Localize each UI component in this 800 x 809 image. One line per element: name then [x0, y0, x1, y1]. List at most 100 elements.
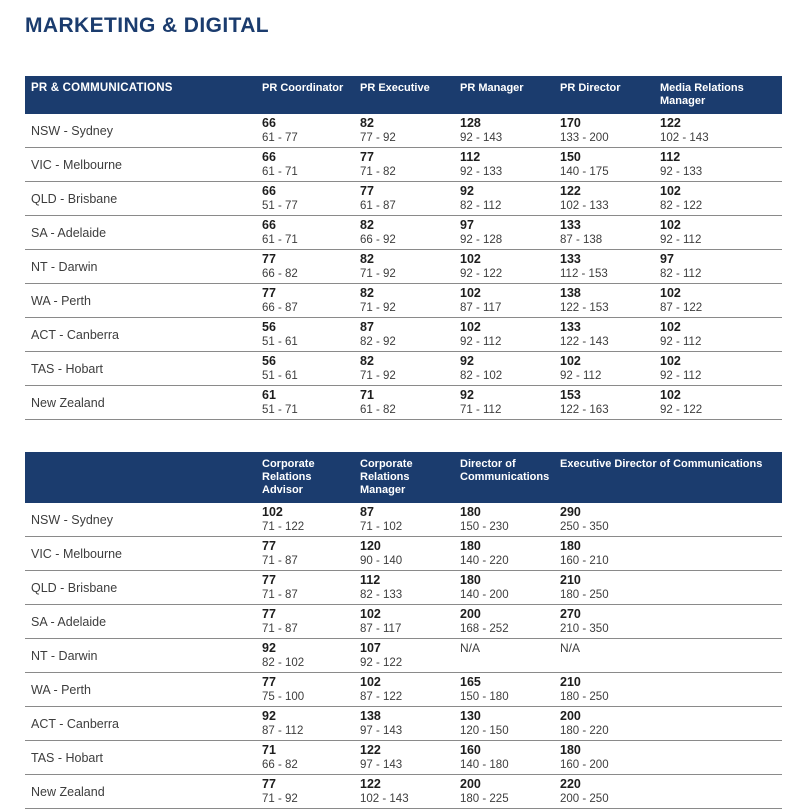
- median-salary-value: 133: [560, 320, 581, 334]
- not-available-value: N/A: [460, 641, 481, 655]
- median-salary-value: 165: [460, 675, 481, 689]
- salary-cell: 102 92 - 112: [460, 317, 560, 352]
- salary-range: 92 - 133: [660, 166, 703, 178]
- corporate-communications-table: Corporate Relations Advisor Corporate Rel…: [25, 452, 782, 809]
- salary-range: 66 - 87: [262, 302, 298, 314]
- salary-cell: 82 71 - 92: [360, 351, 460, 386]
- salary-cell: 160 140 - 180: [460, 740, 560, 775]
- median-salary-value: 150: [560, 150, 581, 164]
- median-salary-value: 71: [360, 388, 374, 402]
- salary-range: 210 - 350: [560, 623, 609, 635]
- salary-range: 71 - 87: [262, 589, 298, 601]
- table-row: SA - Adelaide 66 61 - 71 82 66 - 92 97 92 - 12…: [25, 215, 782, 250]
- salary-cell: 102 92 - 112: [660, 351, 782, 386]
- salary-range: 71 - 82: [360, 166, 396, 178]
- median-salary-value: 102: [660, 286, 681, 300]
- salary-range: 51 - 61: [262, 370, 298, 382]
- table-row: SA - Adelaide 77 71 - 87 102 87 - 117 200 168 …: [25, 604, 782, 639]
- salary-cell: 112 82 - 133: [360, 570, 460, 605]
- salary-cell: 180 140 - 200: [460, 570, 560, 605]
- region-label: NSW - Sydney: [25, 114, 262, 148]
- column-header: Executive Director of Communications: [560, 452, 782, 503]
- table-row: VIC - Melbourne 77 71 - 87 120 90 - 140 180 14…: [25, 536, 782, 571]
- median-salary-value: 102: [360, 607, 381, 621]
- salary-range: 97 - 143: [360, 759, 403, 771]
- median-salary-value: 56: [262, 354, 276, 368]
- median-salary-value: 133: [560, 252, 581, 266]
- table-label: PR & COMMUNICATIONS: [25, 76, 262, 114]
- salary-range: 82 - 102: [460, 370, 503, 382]
- salary-range: 122 - 163: [560, 404, 609, 416]
- salary-cell: 122 102 - 133: [560, 181, 660, 216]
- salary-range: 180 - 250: [560, 589, 609, 601]
- median-salary-value: 210: [560, 573, 581, 587]
- salary-range: 200 - 250: [560, 793, 609, 805]
- table-row: ACT - Canberra 92 87 - 112 138 97 - 143 130 12…: [25, 706, 782, 741]
- header-row: PR & COMMUNICATIONS PR Coordinator PR Exec…: [25, 76, 782, 114]
- median-salary-value: 122: [360, 743, 381, 757]
- salary-cell: 112 92 - 133: [460, 147, 560, 182]
- salary-range: 140 - 180: [460, 759, 509, 771]
- salary-range: 150 - 230: [460, 521, 509, 533]
- region-label: QLD - Brisbane: [25, 181, 262, 216]
- salary-tables-container: PR & COMMUNICATIONS PR Coordinator PR Exec…: [25, 76, 782, 809]
- salary-cell: 56 51 - 61: [262, 351, 360, 386]
- median-salary-value: 102: [660, 218, 681, 232]
- salary-cell: 82 77 - 92: [360, 114, 460, 148]
- median-salary-value: 102: [360, 675, 381, 689]
- column-header: Media Relations Manager: [660, 76, 782, 114]
- salary-range: 87 - 138: [560, 234, 603, 246]
- table-row: NSW - Sydney 66 61 - 77 82 77 - 92 128 92 - 14…: [25, 114, 782, 148]
- median-salary-value: 102: [660, 354, 681, 368]
- salary-range: 87 - 117: [460, 302, 502, 314]
- median-salary-value: 87: [360, 320, 374, 334]
- table-row: WA - Perth 77 75 - 100 102 87 - 122 165 150 - …: [25, 672, 782, 707]
- median-salary-value: 77: [262, 675, 276, 689]
- salary-range: 168 - 252: [460, 623, 509, 635]
- column-header: Corporate Relations Advisor: [262, 452, 360, 503]
- column-header: PR Manager: [460, 76, 560, 114]
- median-salary-value: 102: [262, 505, 283, 519]
- median-salary-value: 102: [460, 320, 481, 334]
- salary-cell: 290 250 - 350: [560, 503, 782, 537]
- table-row: VIC - Melbourne 66 61 - 71 77 71 - 82 112 92 -…: [25, 147, 782, 182]
- salary-cell: 77 66 - 87: [262, 283, 360, 318]
- median-salary-value: 77: [262, 286, 276, 300]
- region-label: NT - Darwin: [25, 638, 262, 673]
- not-available-value: N/A: [560, 641, 581, 655]
- page-title: MARKETING & DIGITAL: [25, 14, 270, 37]
- region-label: WA - Perth: [25, 283, 262, 318]
- median-salary-value: 66: [262, 184, 276, 198]
- salary-cell: 77 71 - 87: [262, 570, 360, 605]
- salary-range: 51 - 77: [262, 200, 298, 212]
- salary-range: 122 - 153: [560, 302, 609, 314]
- salary-range: 122 - 143: [560, 336, 609, 348]
- salary-range: 250 - 350: [560, 521, 609, 533]
- salary-cell: 92 71 - 112: [460, 385, 560, 420]
- salary-cell: 128 92 - 143: [460, 114, 560, 148]
- median-salary-value: 180: [560, 743, 581, 757]
- salary-cell: 122 102 - 143: [360, 774, 460, 809]
- median-salary-value: 77: [262, 573, 276, 587]
- salary-range: 133 - 200: [560, 132, 609, 144]
- salary-range: 82 - 122: [660, 200, 703, 212]
- median-salary-value: 82: [360, 218, 374, 232]
- median-salary-value: 200: [560, 709, 581, 723]
- salary-cell: 133 87 - 138: [560, 215, 660, 250]
- median-salary-value: 138: [360, 709, 381, 723]
- median-salary-value: 107: [360, 641, 381, 655]
- salary-cell: 82 71 - 92: [360, 283, 460, 318]
- median-salary-value: 66: [262, 150, 276, 164]
- salary-cell: 102 71 - 122: [262, 503, 360, 537]
- salary-cell: 180 160 - 200: [560, 740, 782, 775]
- salary-range: 71 - 92: [360, 268, 396, 280]
- table-label: [25, 452, 262, 503]
- region-label: ACT - Canberra: [25, 706, 262, 741]
- region-label: New Zealand: [25, 385, 262, 420]
- salary-range: 92 - 112: [660, 370, 702, 382]
- table-row: NT - Darwin 92 82 - 102 107 92 - 122 N/A N/A: [25, 638, 782, 673]
- salary-range: 92 - 112: [560, 370, 602, 382]
- median-salary-value: 102: [460, 252, 481, 266]
- salary-cell: 77 75 - 100: [262, 672, 360, 707]
- median-salary-value: 61: [262, 388, 276, 402]
